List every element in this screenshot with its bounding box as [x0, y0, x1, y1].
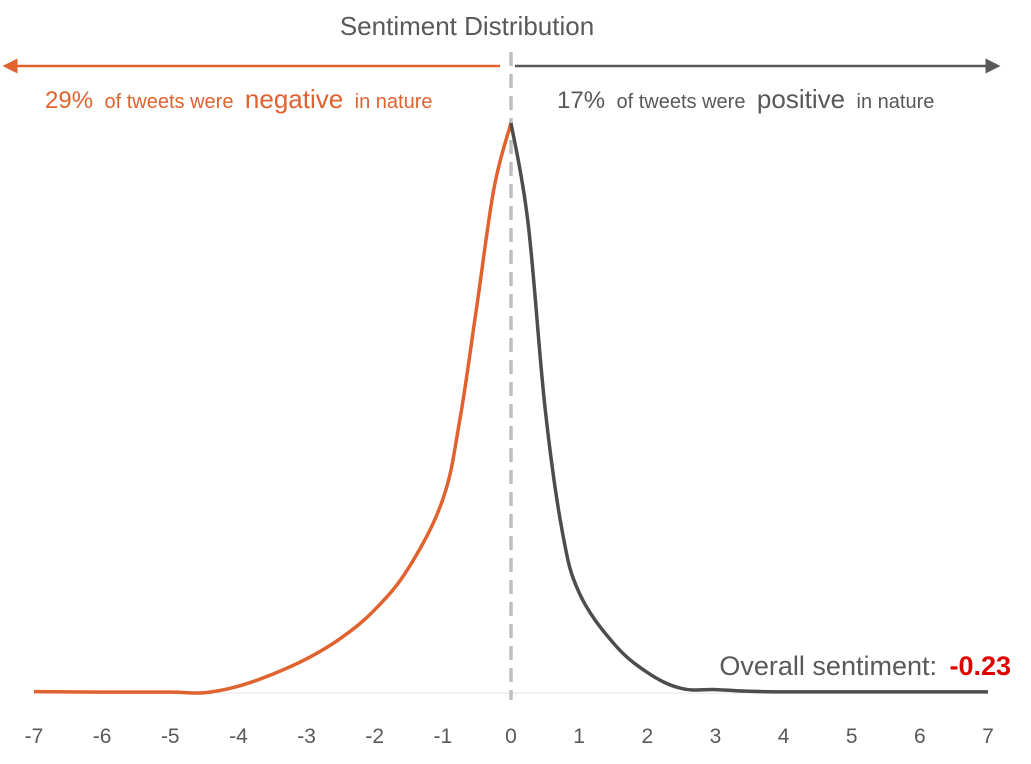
negative-word: negative	[245, 84, 343, 114]
overall-sentiment-label: Overall sentiment:	[719, 651, 937, 681]
negative-annotation: 29% of tweets were negative in nature	[45, 84, 433, 114]
overall-sentiment: Overall sentiment: -0.23	[719, 651, 1011, 681]
negative-pct: 29%	[45, 87, 93, 114]
x-tick-label: -6	[93, 725, 112, 748]
positive-pct: 17%	[557, 87, 605, 114]
positive-density-curve	[509, 122, 988, 694]
x-tick-label: 2	[641, 725, 653, 748]
x-axis-ticks: -7 -6 -5 -4 -3 -2 -1 0 1 2 3 4 5 6 7	[25, 725, 994, 748]
x-tick-label: 7	[982, 725, 994, 748]
positive-word: positive	[757, 84, 845, 114]
negative-density-curve	[33, 122, 513, 695]
x-tick-label: 0	[505, 725, 517, 748]
x-tick-label: -2	[365, 725, 384, 748]
positive-pre-text: of tweets were	[617, 91, 746, 113]
x-tick-label: -5	[161, 725, 180, 748]
chart-title: Sentiment Distribution	[340, 11, 594, 41]
negative-pre-text: of tweets were	[105, 91, 234, 113]
positive-annotation: 17% of tweets were positive in nature	[557, 84, 934, 114]
x-tick-label: -1	[434, 725, 453, 748]
x-tick-label: 4	[778, 725, 790, 748]
x-tick-label: -4	[229, 725, 248, 748]
overall-sentiment-value: -0.23	[949, 651, 1011, 681]
x-tick-label: 1	[573, 725, 585, 748]
x-tick-label: -3	[297, 725, 316, 748]
x-tick-label: 6	[914, 725, 926, 748]
x-tick-label: 5	[846, 725, 858, 748]
x-tick-label: 3	[710, 725, 722, 748]
positive-post-text: in nature	[857, 91, 935, 113]
negative-post-text: in nature	[355, 91, 433, 113]
x-tick-label: -7	[25, 725, 44, 748]
